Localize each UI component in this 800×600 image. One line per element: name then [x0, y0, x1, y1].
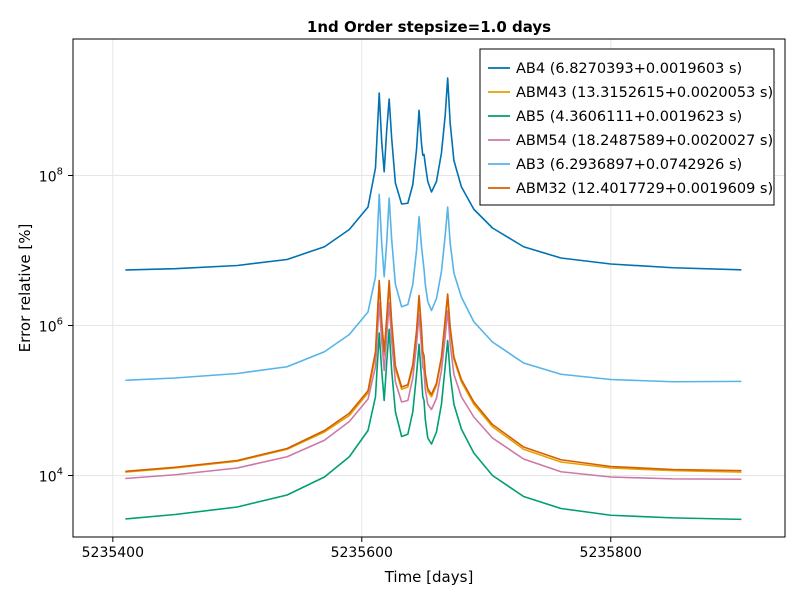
y-axis-ticks: 104 106 108 [39, 167, 73, 486]
legend-label-5: ABM32 (12.4017729+0.0019609 s) [516, 181, 773, 197]
plot-frame [72, 38, 786, 538]
legend: AB4 (6.8270393+0.0019603 s) ABM43 (13.315… [479, 48, 775, 206]
chart-title: 1nd Order stepsize=1.0 days [307, 18, 551, 36]
plot-series [125, 77, 742, 521]
series-line-4 [125, 193, 742, 383]
x-tick-label-2: 5235800 [580, 545, 642, 561]
legend-label-4: AB3 (6.2936897+0.0742926 s) [516, 157, 742, 173]
x-tick-label-0: 5235400 [82, 545, 144, 561]
series-line-0 [125, 77, 742, 271]
legend-box [479, 48, 775, 206]
series-line-2 [125, 328, 742, 521]
y-tick-label-0: 104 [39, 467, 63, 486]
legend-label-1: ABM43 (13.3152615+0.0020053 s) [516, 85, 773, 101]
legend-label-0: AB4 (6.8270393+0.0019603 s) [516, 61, 742, 77]
x-tick-label-1: 5235600 [331, 545, 393, 561]
series-line-5 [125, 279, 742, 473]
y-tick-label-1: 106 [39, 317, 63, 336]
y-axis-label: Error relative [%] [16, 224, 34, 353]
x-axis-ticks: 5235400 5235600 5235800 [82, 537, 642, 561]
y-tick-label-2: 108 [39, 167, 63, 186]
legend-label-3: ABM54 (18.2487589+0.0020027 s) [516, 133, 773, 149]
series-line-3 [125, 302, 742, 481]
legend-label-2: AB5 (4.3606111+0.0019623 s) [516, 109, 742, 125]
x-axis-label: Time [days] [384, 568, 474, 586]
